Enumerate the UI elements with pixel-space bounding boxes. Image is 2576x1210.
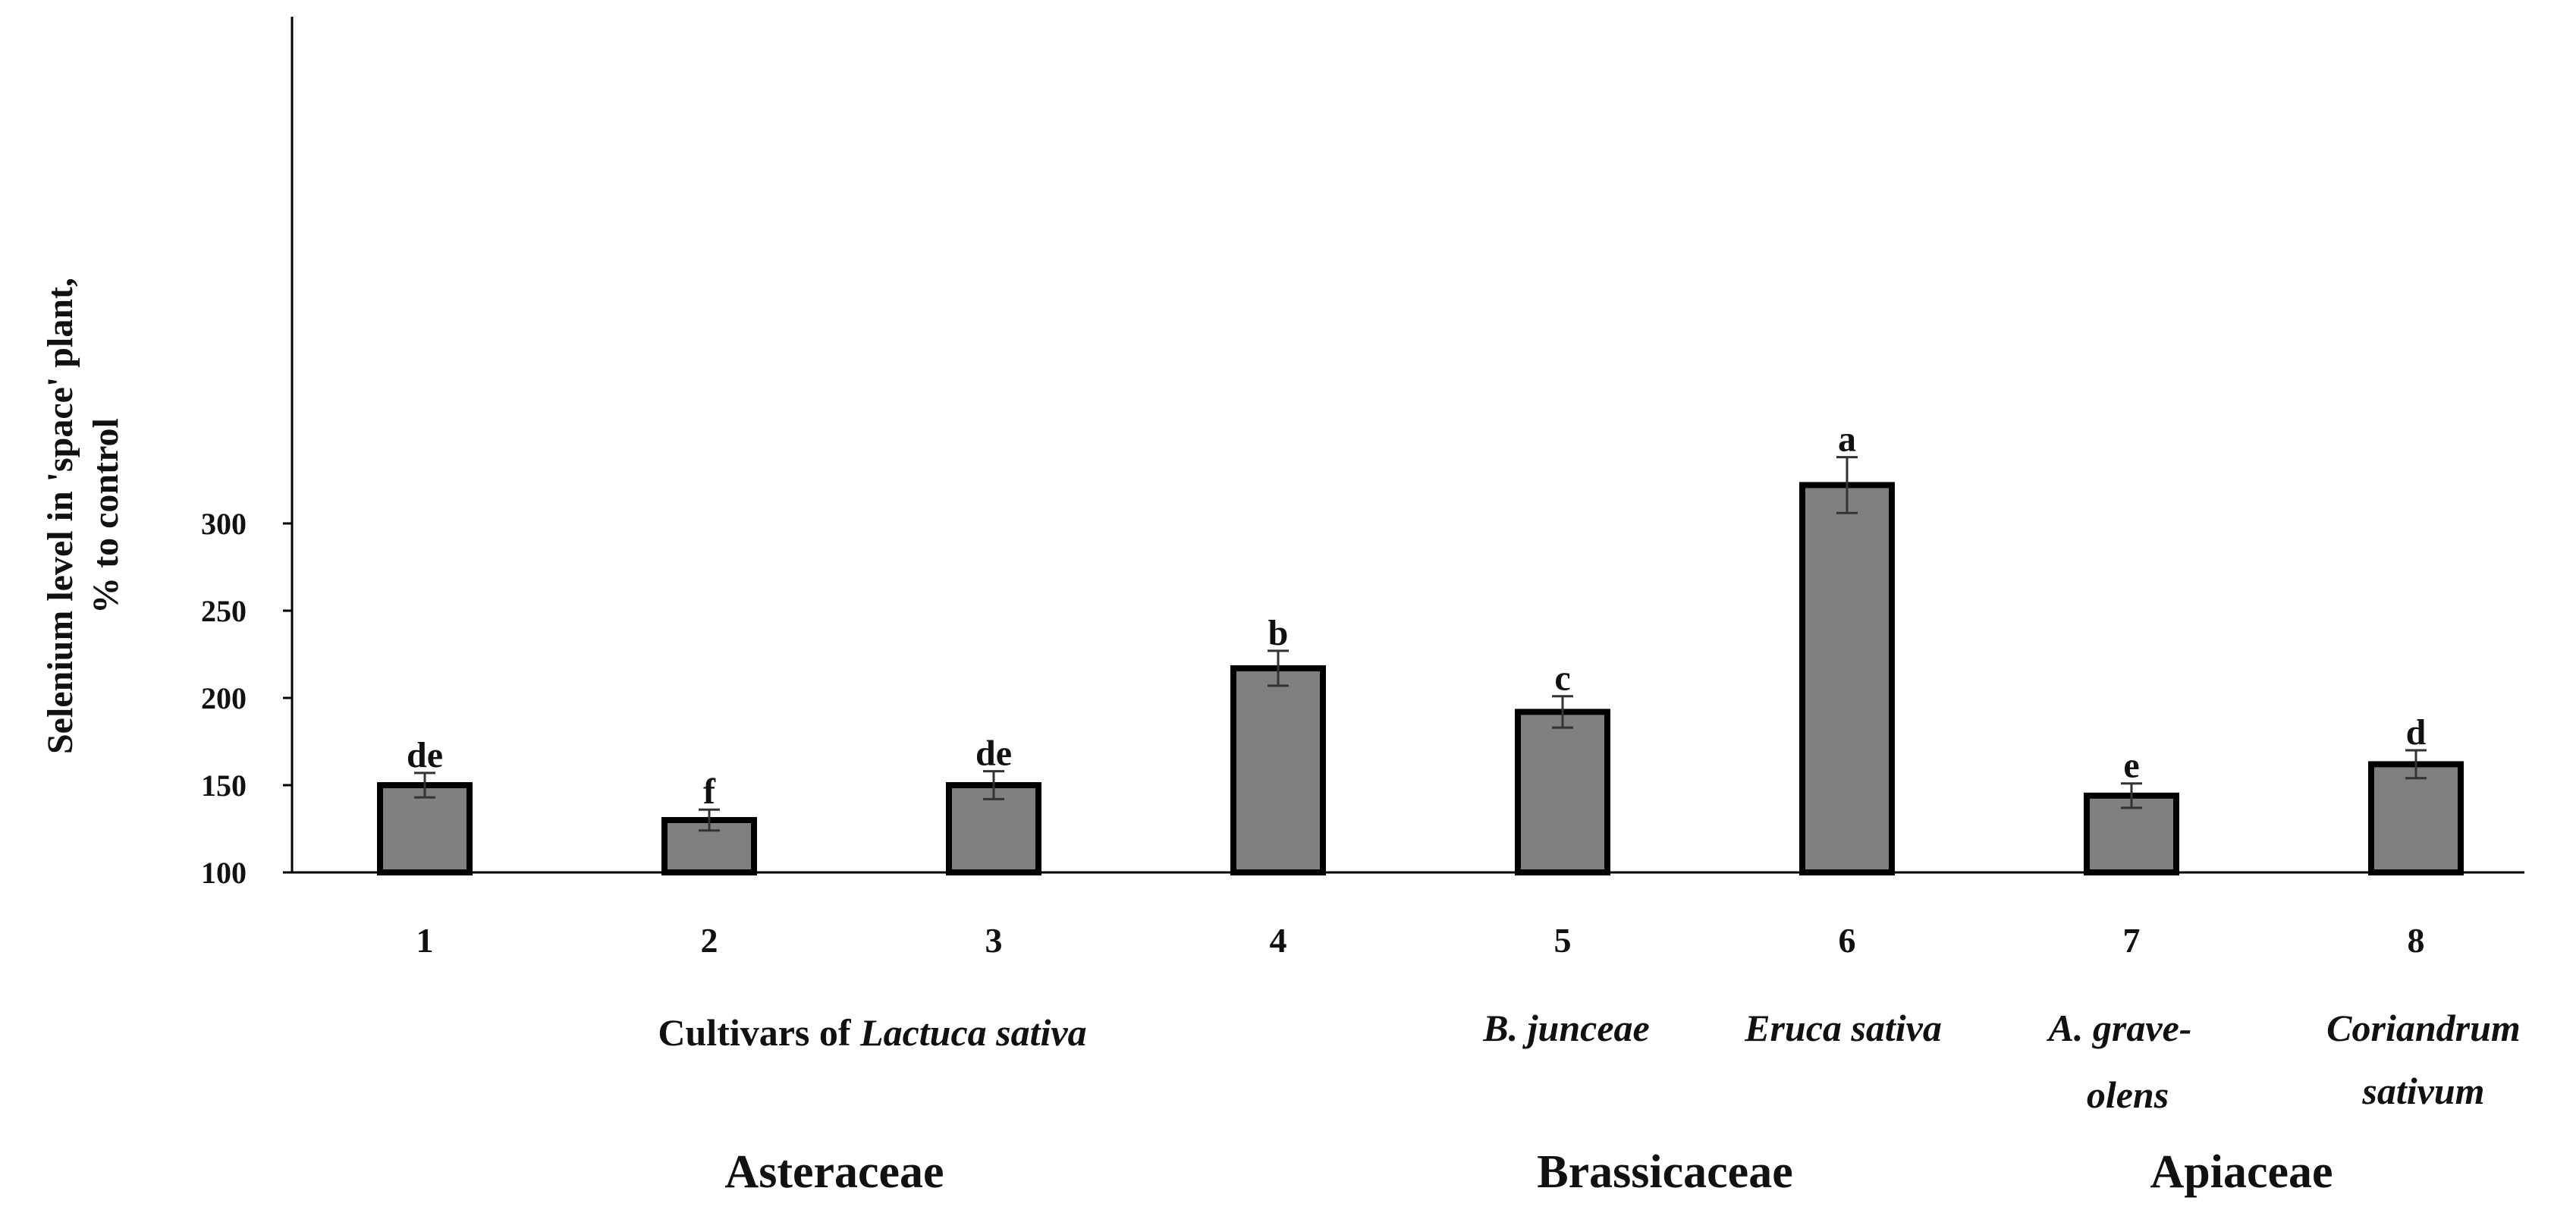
species-label-6: Eruca sativa: [1744, 1007, 1942, 1049]
x-tick-label-8: 8: [2408, 921, 2425, 960]
bar-5: [1515, 709, 1610, 876]
species-label-8-line1: Coriandrum: [2326, 1007, 2521, 1049]
y-tick-label: 150: [201, 768, 247, 803]
bars-group: de f de b c a e d: [377, 420, 2464, 876]
y-tick-label: 200: [201, 681, 247, 715]
significance-label-8: d: [2406, 712, 2427, 753]
y-tick-label: 100: [201, 856, 247, 890]
species-label-7-line1: A. grave-: [2047, 1007, 2192, 1049]
species-label-5: B. junceae: [1482, 1007, 1649, 1049]
significance-label-1: de: [407, 735, 443, 775]
x-tick-label-1: 1: [416, 921, 434, 960]
y-axis-title-line1: Selenium level in 'space' plant,: [40, 278, 80, 754]
species-label-8-line2: sativum: [2361, 1070, 2484, 1112]
significance-label-7: e: [2123, 746, 2139, 786]
x-tick-label-2: 2: [701, 921, 718, 960]
group-label-prefix: Cultivars of: [658, 1011, 860, 1054]
x-tick-label-5: 5: [1554, 921, 1572, 960]
species-label-7-line2: olens: [2087, 1073, 2169, 1116]
bar-4: [1230, 665, 1326, 876]
significance-label-3: de: [975, 734, 1012, 774]
y-tick-label: 300: [201, 507, 247, 541]
significance-label-2: f: [703, 772, 716, 812]
x-tick-label-3: 3: [985, 921, 1003, 960]
y-axis-title-line2: % to control: [86, 418, 126, 614]
x-tick-label-6: 6: [1839, 921, 1856, 960]
lactuca-group-label: Cultivars of Lactuca sativa: [658, 1011, 1086, 1054]
family-label-brassicaceae: Brassicaceae: [1537, 1146, 1792, 1198]
group-label-species: Lactuca sativa: [859, 1011, 1087, 1054]
family-label-asteraceae: Asteraceae: [724, 1146, 944, 1198]
x-tick-label-4: 4: [1270, 921, 1287, 960]
y-axis-ticks: 100 150 200 250 300: [201, 507, 292, 890]
bar-8: [2368, 761, 2464, 876]
y-axis-title: Selenium level in 'space' plant, % to co…: [40, 278, 126, 754]
x-axis-ticks: 1 2 3 4 5 6 7 8: [416, 921, 2425, 960]
x-tick-label-7: 7: [2123, 921, 2141, 960]
significance-label-5: c: [1554, 658, 1570, 699]
significance-label-6: a: [1838, 420, 1856, 460]
bar-6: [1799, 482, 1895, 876]
family-label-apiaceae: Apiaceae: [2150, 1146, 2333, 1198]
y-tick-label: 250: [201, 594, 247, 628]
significance-label-4: b: [1268, 613, 1289, 653]
